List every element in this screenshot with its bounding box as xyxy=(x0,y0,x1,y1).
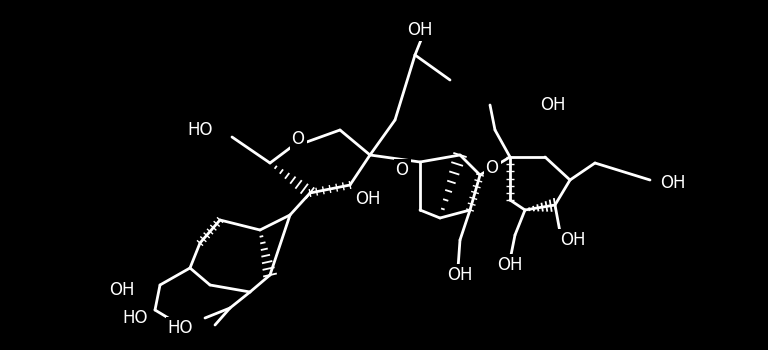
Text: OH: OH xyxy=(560,231,585,249)
Text: HO: HO xyxy=(187,121,213,139)
Text: OH: OH xyxy=(407,21,432,39)
Text: OH: OH xyxy=(110,281,135,299)
Text: O: O xyxy=(396,161,409,179)
Text: OH: OH xyxy=(660,174,686,192)
Text: OH: OH xyxy=(355,190,380,208)
Text: OH: OH xyxy=(447,266,473,284)
Text: O: O xyxy=(292,130,304,148)
Text: OH: OH xyxy=(540,96,565,114)
Text: HO: HO xyxy=(167,319,193,337)
Text: HO: HO xyxy=(123,309,148,327)
Text: O: O xyxy=(485,159,498,177)
Text: OH: OH xyxy=(497,256,523,274)
